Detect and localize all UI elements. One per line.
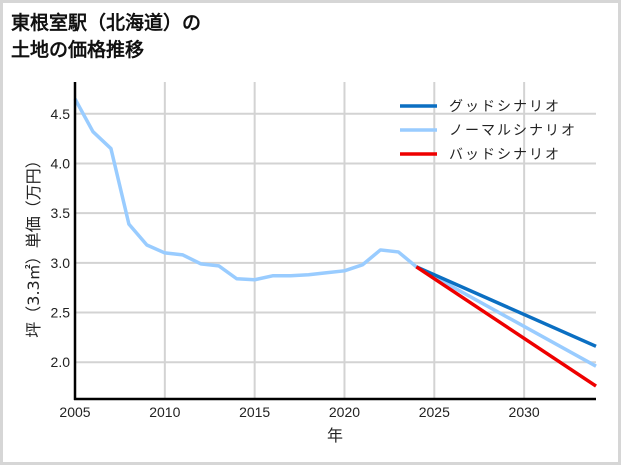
- y-tick-labels: 2.0 2.5 3.0 3.5 4.0 4.5: [51, 106, 71, 370]
- x-tick-label: 2025: [419, 404, 450, 420]
- y-tick-label: 2.5: [51, 305, 71, 321]
- title-line-1: 東根室駅（北海道）の: [11, 12, 202, 34]
- x-tick-label: 2010: [149, 404, 180, 420]
- x-tick-label: 2005: [59, 404, 90, 420]
- y-axis-label: 坪（3.3㎡）単価（万円）: [24, 152, 43, 337]
- series-line: [73, 98, 597, 368]
- x-axis-label: 年: [327, 426, 343, 445]
- y-tick-label: 3.5: [51, 205, 71, 221]
- title-line-2: 土地の価格推移: [11, 39, 145, 61]
- y-tick-label: 4.0: [51, 155, 71, 171]
- series-line: [415, 265, 597, 388]
- legend-label: ノーマルシナリオ: [449, 123, 577, 139]
- y-tick-label: 3.0: [51, 255, 71, 271]
- x-tick-label: 2020: [329, 404, 360, 420]
- chart-title: 東根室駅（北海道）の 土地の価格推移: [11, 10, 201, 64]
- x-tick-label: 2030: [509, 404, 540, 420]
- grid-lines: [75, 82, 596, 399]
- series-line: [415, 265, 597, 348]
- chart-frame: [3, 3, 618, 462]
- x-tick-labels: 2005 2010 2015 2020 2025 2030: [59, 404, 539, 420]
- y-tick-label: 2.0: [51, 354, 71, 370]
- x-tick-label: 2015: [239, 404, 270, 420]
- axes: [73, 82, 596, 401]
- legend-label: バッドシナリオ: [449, 147, 561, 163]
- y-tick-label: 4.5: [51, 106, 71, 122]
- data-series: [73, 98, 597, 388]
- legend-label: グッドシナリオ: [449, 99, 561, 115]
